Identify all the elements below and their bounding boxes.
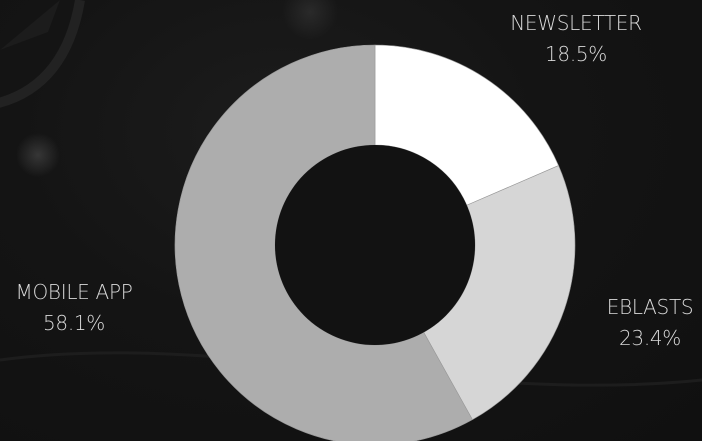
background-arc <box>0 0 85 108</box>
slice-label-eblasts: EBLASTS 23.4% <box>590 292 702 354</box>
value-label: 18.5% <box>544 42 608 66</box>
background-arc-inner <box>0 0 60 50</box>
background-glow <box>282 0 338 40</box>
donut-hole <box>275 145 475 345</box>
background-glow <box>16 133 60 177</box>
value-label: 23.4% <box>618 326 682 350</box>
category-label: NEWSLETTER <box>510 11 642 35</box>
slice-label-mobile-app: MOBILE APP 58.1% <box>0 277 148 339</box>
value-label: 58.1% <box>42 311 106 335</box>
slice-label-newsletter: NEWSLETTER 18.5% <box>501 8 651 70</box>
category-label: EBLASTS <box>606 295 694 319</box>
category-label: MOBILE APP <box>15 280 133 304</box>
